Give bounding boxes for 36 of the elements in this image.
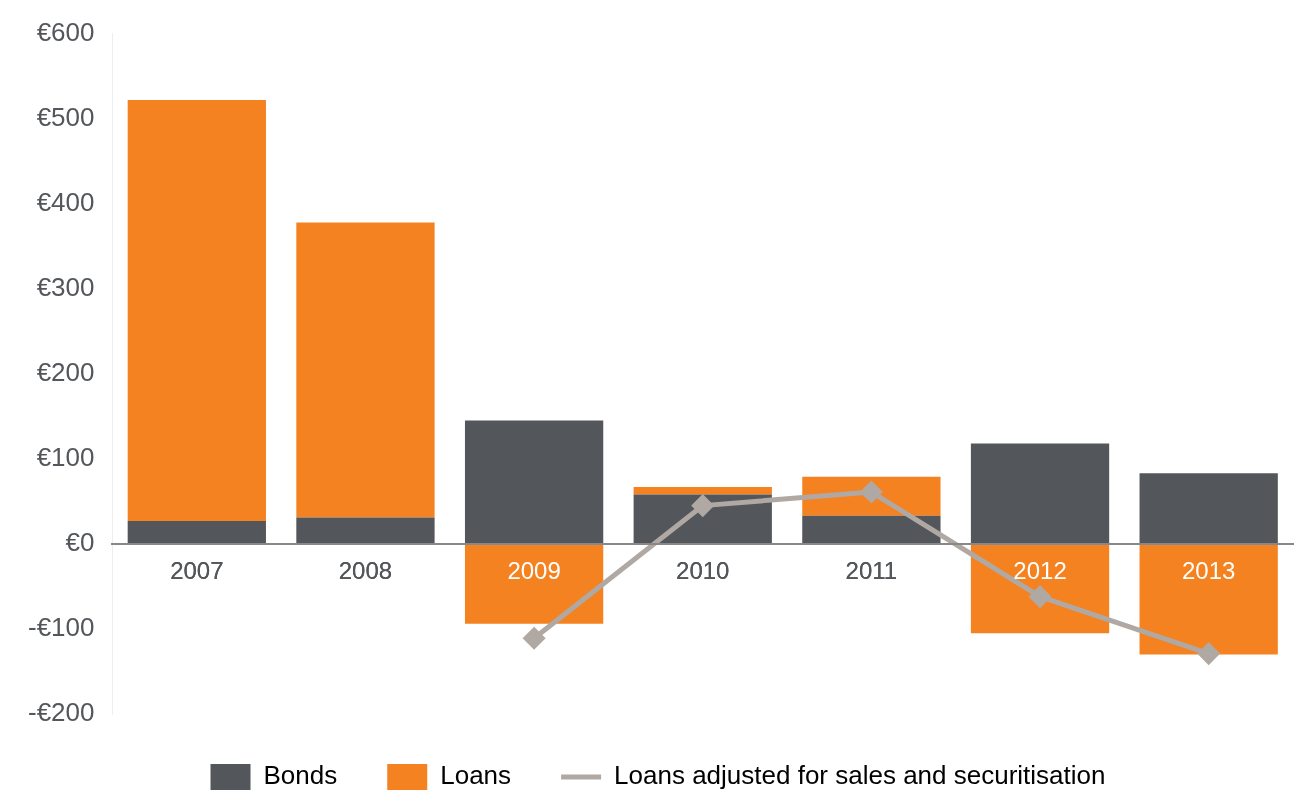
bar — [802, 515, 941, 544]
point — [1198, 643, 1220, 665]
bar — [633, 486, 772, 495]
bar — [296, 517, 435, 544]
y-tick-label: -€200 — [28, 697, 95, 728]
x-tick-label: 2007 — [170, 556, 224, 584]
point — [523, 627, 545, 649]
x-tick-label: 2010 — [676, 556, 730, 584]
x-tick-label: 2011 — [845, 556, 898, 584]
y-tick-label: €0 — [65, 527, 95, 558]
y-tick-label: €300 — [36, 271, 95, 302]
y-tick-label: €600 — [36, 16, 95, 47]
y-tick-label: €200 — [36, 356, 95, 387]
x-tick-label: 2012 — [1013, 556, 1067, 584]
bar — [1139, 543, 1278, 655]
bar — [464, 543, 604, 624]
bar — [1139, 473, 1278, 544]
x-tick-label: 2013 — [1181, 556, 1236, 584]
point — [692, 495, 714, 517]
bar — [464, 420, 604, 544]
y-tick-label: €100 — [36, 442, 95, 473]
y-tick-label: €500 — [36, 101, 95, 132]
point — [1029, 586, 1051, 608]
x-tick-label: 2009 — [507, 556, 561, 584]
legend-label: Loans — [440, 760, 512, 791]
point — [860, 481, 882, 503]
bar — [296, 222, 435, 518]
y-tick-label: -€100 — [28, 612, 95, 643]
bar — [970, 443, 1110, 544]
legend-label: Loans adjusted for sales and securitisation — [614, 760, 1106, 791]
y-tick-label: €400 — [36, 186, 95, 217]
legend-label: Bonds — [263, 760, 338, 791]
bar — [127, 99, 266, 521]
bar — [127, 520, 266, 544]
x-tick-label: 2008 — [338, 556, 393, 584]
bar — [970, 543, 1110, 634]
